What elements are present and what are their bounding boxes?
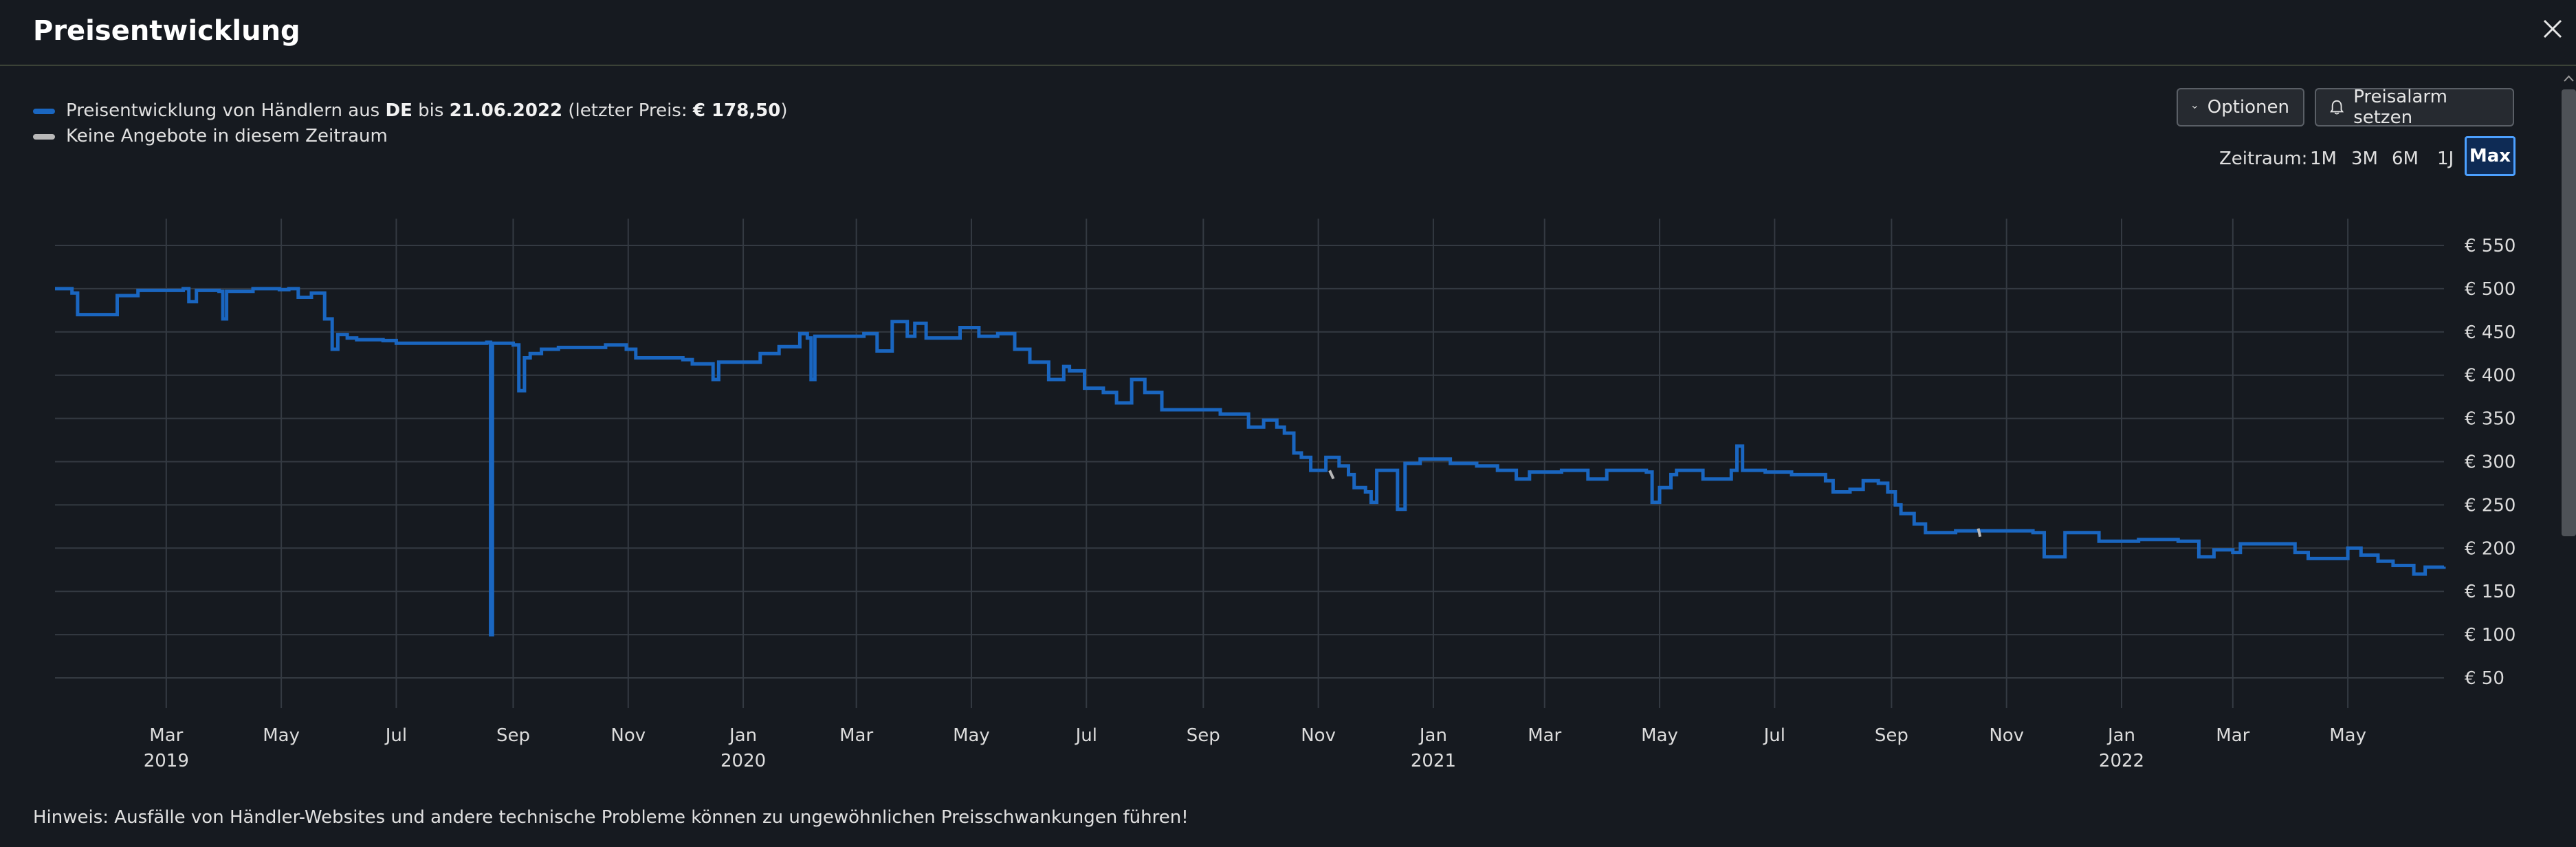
y-tick-label: € 200 <box>2465 538 2516 559</box>
footer-note: Hinweis: Ausfälle von Händler-Websites u… <box>33 807 1189 828</box>
legend-text-mid: bis <box>412 100 450 121</box>
legend-date: 21.06.2022 <box>449 100 563 121</box>
legend-item-price: Preisentwicklung von Händlern aus DE bis… <box>33 100 788 121</box>
legend-swatch-price <box>33 108 55 114</box>
y-tick-label: € 500 <box>2465 279 2516 300</box>
x-tick-label: Mar <box>839 725 873 746</box>
close-icon <box>2543 19 2562 38</box>
y-tick-label: € 450 <box>2465 322 2516 343</box>
x-tick-label: Nov <box>1301 725 1336 746</box>
price-chart: € 50 € 100 € 150 € 200 € 250 € 300 € 350 € 400 €… <box>55 219 2516 771</box>
timerange-max[interactable]: Max <box>2465 136 2516 176</box>
x-tick-label: May <box>263 725 300 746</box>
options-label: Optionen <box>2207 97 2289 118</box>
x-tick-year-label: 2019 <box>144 751 189 771</box>
legend-text: Preisentwicklung von Händlern aus <box>66 100 386 121</box>
y-tick-label: € 400 <box>2465 366 2516 386</box>
timerange-6m[interactable]: 6M <box>2392 148 2419 169</box>
x-tick-label: Jan <box>728 725 757 746</box>
legend-swatch-no-offers <box>33 133 55 140</box>
y-tick-label: € 100 <box>2465 625 2516 646</box>
no-offers-marker <box>1328 470 1335 480</box>
x-tick-label: Jan <box>2106 725 2135 746</box>
no-offers-marker <box>1977 528 1982 538</box>
timerange-1j[interactable]: 1J <box>2437 148 2454 169</box>
chevron-down-icon <box>2192 105 2197 109</box>
scroll-up-arrow[interactable] <box>2562 72 2576 87</box>
page-title: Preisentwicklung <box>33 15 300 47</box>
x-tick-label: Jul <box>1075 725 1097 746</box>
x-tick-year-label: 2022 <box>2099 751 2144 771</box>
x-tick-label: Sep <box>496 725 530 746</box>
x-tick-label: Sep <box>1187 725 1220 746</box>
x-tick-label: May <box>2329 725 2366 746</box>
timerange-1m[interactable]: 1M <box>2310 148 2337 169</box>
price-series-line <box>55 287 2446 637</box>
close-button[interactable] <box>2540 16 2565 41</box>
legend-country: DE <box>385 100 412 121</box>
legend-last-price: € 178,50 <box>692 100 781 121</box>
options-button[interactable]: Optionen <box>2177 88 2304 126</box>
legend-no-offers-text: Keine Angebote in diesem Zeitraum <box>66 126 388 146</box>
scrollbar-thumb[interactable] <box>2562 89 2576 536</box>
x-tick-label: Mar <box>149 725 183 746</box>
x-tick-label: Jul <box>384 725 407 746</box>
x-tick-label: Jan <box>1418 725 1447 746</box>
price-alert-button[interactable]: Preisalarm setzen <box>2315 87 2514 128</box>
x-tick-label: Sep <box>1875 725 1908 746</box>
x-tick-year-label: 2020 <box>720 751 766 771</box>
y-tick-label: € 50 <box>2465 668 2505 689</box>
x-tick-year-label: 2021 <box>1411 751 1456 771</box>
timerange-label: Zeitraum: <box>2219 148 2308 169</box>
x-tick-label: Nov <box>1989 725 2024 746</box>
x-tick-label: Mar <box>1528 725 1561 746</box>
price-alert-label: Preisalarm setzen <box>2353 87 2447 128</box>
x-tick-label: Nov <box>610 725 646 746</box>
y-tick-label: € 550 <box>2465 236 2516 256</box>
dialog-header: Preisentwicklung <box>0 0 2576 66</box>
x-tick-label: May <box>1641 725 1678 746</box>
y-tick-label: € 250 <box>2465 495 2516 516</box>
chevron-up-icon <box>2564 75 2574 82</box>
legend-text-price: (letzter Preis: <box>562 100 693 121</box>
y-tick-label: € 300 <box>2465 452 2516 473</box>
legend-text-close: ) <box>780 100 788 121</box>
y-tick-label: € 350 <box>2465 409 2516 430</box>
legend-item-no-offers: Keine Angebote in diesem Zeitraum <box>33 126 388 146</box>
timerange-3m[interactable]: 3M <box>2351 148 2378 169</box>
x-tick-label: Jul <box>1763 725 1785 746</box>
y-tick-label: € 150 <box>2465 582 2516 602</box>
bell-icon <box>2330 100 2344 115</box>
x-tick-label: Mar <box>2216 725 2249 746</box>
x-tick-label: May <box>953 725 990 746</box>
